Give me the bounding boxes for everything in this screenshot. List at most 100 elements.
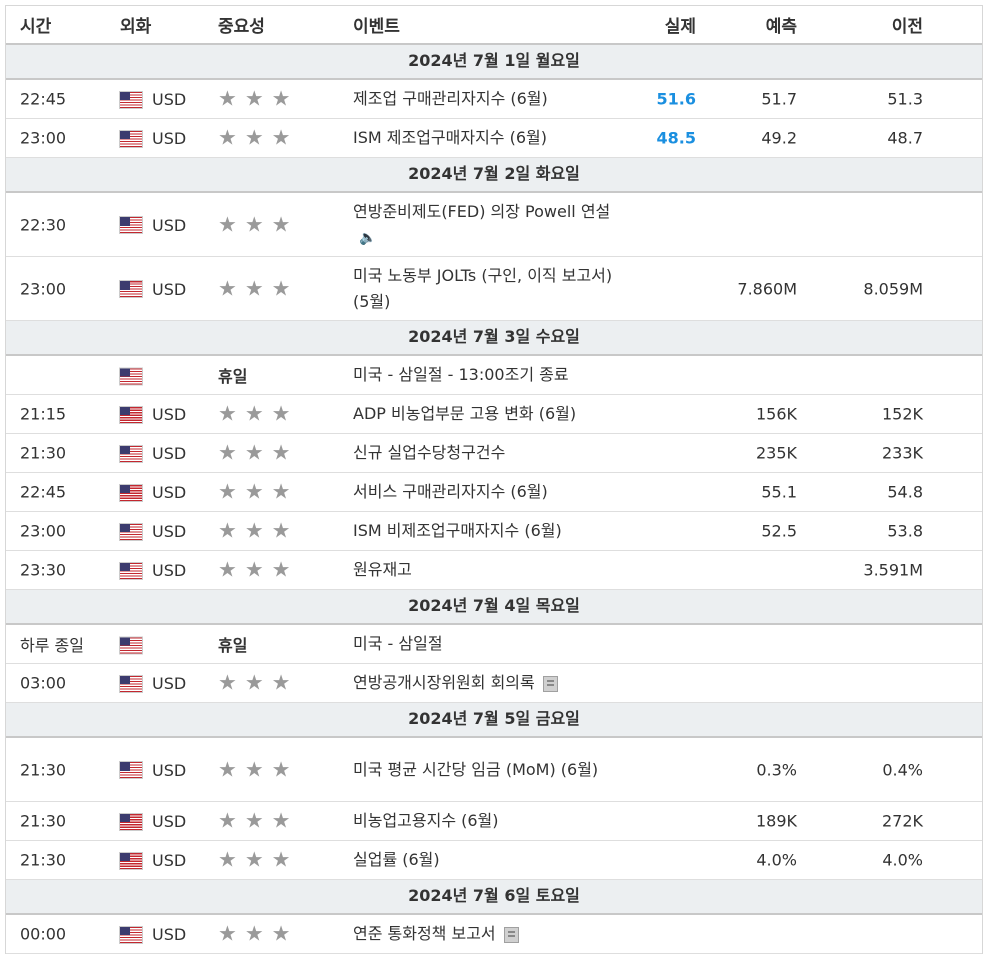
event-row[interactable]: 21:30 USD ★ ★ ★ 미국 평균 시간당 임금 (MoM) (6월) 0.3% 0.…: [6, 738, 982, 802]
event-name[interactable]: 비농업고용지수 (6월): [353, 808, 623, 834]
star-icon: ★: [218, 212, 237, 236]
event-currency: USD: [120, 924, 186, 944]
actual-value: 48.5: [656, 128, 696, 148]
event-name-text[interactable]: 연방준비제도(FED) 의장 Powell 연설: [353, 201, 611, 221]
event-name-text[interactable]: 연방공개시장위원회 회의록: [353, 673, 535, 692]
event-row[interactable]: 하루 종일 휴일 미국 - 삼일절: [6, 625, 982, 664]
event-name-text[interactable]: 제조업 구매관리자지수 (6월): [353, 89, 548, 108]
star-icon: ★: [271, 518, 291, 543]
event-name-text[interactable]: 미국 평균 시간당 임금 (MoM) (6월): [353, 759, 599, 779]
event-time: 23:00: [20, 279, 67, 298]
event-row[interactable]: 23:00 USD ★ ★ ★ ISM 비제조업구매자지수 (6월) 52.5 53.8: [6, 512, 982, 551]
currency-code: USD: [152, 851, 187, 870]
star-icon: ★: [218, 757, 237, 781]
event-name[interactable]: 미국 노동부 JOLTs (구인, 이직 보고서) (5월): [353, 263, 623, 315]
event-row[interactable]: 23:00 USD ★ ★ ★ 미국 노동부 JOLTs (구인, 이직 보고서) (5월…: [6, 257, 982, 321]
event-name-text[interactable]: 원유재고: [353, 560, 412, 579]
event-name[interactable]: ADP 비농업부문 고용 변화 (6월): [353, 401, 623, 427]
event-name[interactable]: ISM 제조업구매자지수 (6월): [353, 125, 623, 151]
event-name-text[interactable]: ISM 제조업구매자지수 (6월): [353, 128, 547, 147]
event-name-text[interactable]: 신규 실업수당청구건수: [353, 443, 506, 462]
star-icon: ★: [218, 670, 237, 695]
event-row[interactable]: 22:45 USD ★ ★ ★ 제조업 구매관리자지수 (6월) 51.6 51.7 51.3: [6, 80, 982, 119]
header-actual[interactable]: 실제: [664, 17, 696, 37]
event-name[interactable]: 원유재고: [353, 557, 623, 583]
event-row[interactable]: 22:30 USD ★ ★ ★ 연방준비제도(FED) 의장 Powell 연설 🔈: [6, 193, 982, 257]
forecast-value: 55.1: [761, 482, 797, 502]
event-name-text[interactable]: ISM 비제조업구매자지수 (6월): [353, 521, 562, 540]
document-icon[interactable]: [503, 926, 519, 943]
actual-value: 51.6: [656, 89, 696, 109]
event-row[interactable]: 22:45 USD ★ ★ ★ 서비스 구매관리자지수 (6월) 55.1 54.8: [6, 473, 982, 512]
date-header: 2024년 7월 5일 금요일: [6, 703, 982, 738]
event-name[interactable]: ISM 비제조업구매자지수 (6월): [353, 518, 623, 544]
event-name-text[interactable]: 서비스 구매관리자지수 (6월): [353, 482, 548, 501]
event-name-text[interactable]: 연준 통화정책 보고서: [353, 924, 496, 943]
event-row[interactable]: 03:00 USD ★ ★ ★ 연방공개시장위원회 회의록: [6, 664, 982, 703]
star-icon: ★: [271, 276, 291, 300]
event-name[interactable]: 미국 - 삼일절 - 13:00조기 종료: [353, 362, 623, 388]
event-currency: [120, 635, 142, 654]
event-currency: USD: [120, 482, 186, 502]
header-forecast[interactable]: 예측: [765, 17, 797, 37]
header-currency[interactable]: 외화: [120, 17, 152, 37]
header-event[interactable]: 이벤트: [353, 17, 400, 37]
event-name-text[interactable]: 미국 - 삼일절: [353, 634, 443, 653]
star-icon: ★: [244, 212, 264, 236]
date-label: 2024년 7월 6일 토요일: [408, 886, 580, 905]
event-name-text[interactable]: ADP 비농업부문 고용 변화 (6월): [353, 404, 577, 423]
forecast-value: 49.2: [761, 128, 797, 148]
event-row[interactable]: 21:30 USD ★ ★ ★ 실업률 (6월) 4.0% 4.0%: [6, 841, 982, 880]
event-row[interactable]: 21:15 USD ★ ★ ★ ADP 비농업부문 고용 변화 (6월) 156K 152K: [6, 395, 982, 434]
forecast-value: 156K: [755, 404, 797, 424]
event-row[interactable]: 23:30 USD ★ ★ ★ 원유재고 3.591M: [6, 551, 982, 590]
currency-code: USD: [152, 90, 187, 109]
header-importance[interactable]: 중요성: [218, 17, 265, 37]
document-icon[interactable]: [542, 675, 558, 692]
importance-stars: ★ ★ ★: [218, 518, 291, 543]
event-time: 00:00: [20, 924, 67, 944]
event-name[interactable]: 연방준비제도(FED) 의장 Powell 연설 🔈: [353, 198, 623, 251]
event-row[interactable]: 21:30 USD ★ ★ ★ 신규 실업수당청구건수 235K 233K: [6, 434, 982, 473]
event-name[interactable]: 서비스 구매관리자지수 (6월): [353, 479, 623, 505]
event-name[interactable]: 신규 실업수당청구건수: [353, 440, 623, 466]
event-row[interactable]: 21:30 USD ★ ★ ★ 비농업고용지수 (6월) 189K 272K: [6, 802, 982, 841]
star-icon: ★: [218, 847, 237, 872]
event-name[interactable]: 미국 평균 시간당 임금 (MoM) (6월): [353, 757, 623, 783]
date-header: 2024년 7월 4일 목요일: [6, 590, 982, 625]
currency-code: USD: [152, 812, 187, 831]
event-row[interactable]: 00:00 USD ★ ★ ★ 연준 통화정책 보고서: [6, 915, 982, 954]
previous-value: 54.8: [887, 482, 923, 502]
header-previous[interactable]: 이전: [891, 17, 923, 37]
event-currency: [120, 366, 142, 385]
event-name[interactable]: 제조업 구매관리자지수 (6월): [353, 86, 623, 112]
star-icon: ★: [218, 276, 237, 300]
importance-stars: ★ ★ ★: [218, 759, 290, 780]
star-icon: ★: [271, 808, 291, 833]
us-flag-icon: [120, 368, 142, 384]
currency-code: USD: [152, 215, 187, 235]
event-time: 하루 종일: [20, 636, 84, 655]
event-currency: USD: [120, 673, 186, 693]
event-currency: USD: [120, 443, 186, 463]
us-flag-icon: [120, 926, 142, 943]
event-row[interactable]: 휴일 미국 - 삼일절 - 13:00조기 종료: [6, 356, 982, 395]
star-icon: ★: [271, 440, 291, 465]
header-time[interactable]: 시간: [20, 17, 52, 37]
event-name[interactable]: 실업률 (6월): [353, 847, 623, 873]
forecast-value: 235K: [755, 443, 797, 463]
event-name[interactable]: 미국 - 삼일절: [353, 631, 623, 657]
previous-value: 53.8: [887, 521, 923, 541]
us-flag-icon: [120, 523, 142, 540]
event-name-text[interactable]: 비농업고용지수 (6월): [353, 811, 499, 830]
event-name[interactable]: 연준 통화정책 보고서: [353, 921, 623, 947]
event-row[interactable]: 23:00 USD ★ ★ ★ ISM 제조업구매자지수 (6월) 48.5 49.2 48.7: [6, 119, 982, 158]
event-name-text[interactable]: 실업률 (6월): [353, 850, 440, 869]
star-icon: ★: [271, 125, 291, 150]
event-name-text[interactable]: 미국 - 삼일절 - 13:00조기 종료: [353, 365, 569, 384]
event-name[interactable]: 연방공개시장위원회 회의록: [353, 670, 623, 696]
event-currency: USD: [120, 89, 186, 109]
event-name-text[interactable]: 미국 노동부 JOLTs (구인, 이직 보고서) (5월): [353, 265, 613, 311]
speaker-icon[interactable]: 🔈: [359, 229, 377, 246]
event-time: 22:45: [20, 482, 67, 502]
